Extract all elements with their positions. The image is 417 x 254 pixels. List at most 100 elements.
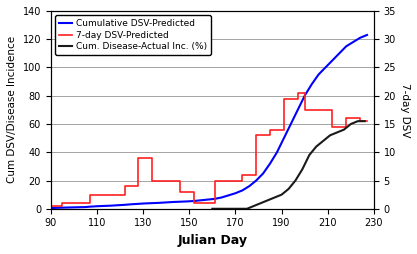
7-day DSV-Predicted	[136, 156, 141, 160]
Cumulative DSV-Predicted	[150, 202, 155, 205]
Cum. Disease-Actual Inc. (%)	[334, 131, 339, 134]
Cumulative DSV-Predicted	[48, 207, 53, 210]
Cumulative DSV-Predicted	[108, 204, 113, 207]
Cum. Disease-Actual Inc. (%)	[238, 207, 243, 210]
Cum. Disease-Actual Inc. (%)	[231, 207, 236, 210]
Cumulative DSV-Predicted	[281, 137, 286, 140]
Cum. Disease-Actual Inc. (%)	[279, 193, 284, 196]
7-day DSV-Predicted	[295, 91, 300, 94]
Cumulative DSV-Predicted	[191, 199, 196, 202]
Cumulative DSV-Predicted	[358, 36, 363, 39]
7-day DSV-Predicted	[344, 117, 349, 120]
7-day DSV-Predicted	[94, 193, 99, 196]
7-day DSV-Predicted	[83, 202, 88, 205]
Cum. Disease-Actual Inc. (%)	[286, 187, 291, 190]
7-day DSV-Predicted	[163, 179, 168, 182]
7-day DSV-Predicted	[330, 125, 335, 128]
Legend: Cumulative DSV-Predicted, 7-day DSV-Predicted, Cum. Disease-Actual Inc. (%): Cumulative DSV-Predicted, 7-day DSV-Pred…	[55, 15, 211, 55]
Cum. Disease-Actual Inc. (%)	[342, 128, 347, 131]
Cumulative DSV-Predicted	[261, 172, 266, 175]
7-day DSV-Predicted	[178, 190, 183, 193]
Cumulative DSV-Predicted	[254, 179, 259, 182]
Cumulative DSV-Predicted	[83, 205, 88, 209]
Cumulative DSV-Predicted	[274, 151, 279, 154]
7-day DSV-Predicted	[358, 120, 363, 123]
Cum. Disease-Actual Inc. (%)	[307, 154, 312, 157]
Cumulative DSV-Predicted	[88, 205, 93, 208]
7-day DSV-Predicted	[323, 108, 328, 112]
7-day DSV-Predicted	[261, 134, 266, 137]
Cum. Disease-Actual Inc. (%)	[244, 207, 249, 210]
Line: Cumulative DSV-Predicted: Cumulative DSV-Predicted	[51, 35, 367, 208]
Cumulative DSV-Predicted	[184, 200, 189, 203]
Cumulative DSV-Predicted	[163, 201, 168, 204]
Cumulative DSV-Predicted	[178, 200, 183, 203]
Cumulative DSV-Predicted	[157, 201, 162, 204]
Cumulative DSV-Predicted	[288, 122, 293, 125]
Line: 7-day DSV-Predicted: 7-day DSV-Predicted	[51, 93, 367, 206]
Cumulative DSV-Predicted	[233, 192, 238, 195]
Cumulative DSV-Predicted	[136, 202, 141, 205]
Cumulative DSV-Predicted	[205, 198, 210, 201]
7-day DSV-Predicted	[143, 156, 148, 160]
Cumulative DSV-Predicted	[219, 196, 224, 199]
Cumulative DSV-Predicted	[309, 83, 314, 86]
7-day DSV-Predicted	[316, 108, 321, 112]
7-day DSV-Predicted	[302, 108, 307, 112]
7-day DSV-Predicted	[288, 97, 293, 100]
7-day DSV-Predicted	[268, 128, 273, 131]
7-day DSV-Predicted	[274, 128, 279, 131]
7-day DSV-Predicted	[337, 125, 342, 128]
7-day DSV-Predicted	[101, 193, 106, 196]
7-day DSV-Predicted	[309, 108, 314, 112]
Cumulative DSV-Predicted	[143, 202, 148, 205]
7-day DSV-Predicted	[150, 179, 155, 182]
7-day DSV-Predicted	[219, 179, 224, 182]
7-day DSV-Predicted	[171, 179, 176, 182]
Cum. Disease-Actual Inc. (%)	[348, 122, 353, 125]
Cumulative DSV-Predicted	[268, 162, 273, 165]
7-day DSV-Predicted	[254, 134, 259, 137]
Cumulative DSV-Predicted	[351, 40, 356, 43]
Cumulative DSV-Predicted	[101, 204, 106, 208]
7-day DSV-Predicted	[122, 185, 127, 188]
Line: Cum. Disease-Actual Inc. (%): Cum. Disease-Actual Inc. (%)	[212, 121, 365, 209]
Cum. Disease-Actual Inc. (%)	[328, 134, 333, 137]
Cumulative DSV-Predicted	[71, 206, 76, 209]
7-day DSV-Predicted	[226, 179, 231, 182]
Cum. Disease-Actual Inc. (%)	[258, 202, 263, 205]
7-day DSV-Predicted	[115, 193, 120, 196]
Cumulative DSV-Predicted	[330, 59, 335, 62]
7-day DSV-Predicted	[48, 204, 53, 208]
Cum. Disease-Actual Inc. (%)	[251, 204, 256, 208]
Cumulative DSV-Predicted	[198, 199, 203, 202]
7-day DSV-Predicted	[364, 120, 369, 123]
Y-axis label: 7-day DSV: 7-day DSV	[400, 83, 410, 137]
Cum. Disease-Actual Inc. (%)	[293, 179, 298, 182]
7-day DSV-Predicted	[60, 202, 65, 205]
7-day DSV-Predicted	[205, 202, 210, 205]
Cum. Disease-Actual Inc. (%)	[272, 196, 277, 199]
Cumulative DSV-Predicted	[94, 205, 99, 208]
Cumulative DSV-Predicted	[226, 194, 231, 197]
Cum. Disease-Actual Inc. (%)	[321, 139, 326, 142]
7-day DSV-Predicted	[88, 193, 93, 196]
Cumulative DSV-Predicted	[337, 52, 342, 55]
Cum. Disease-Actual Inc. (%)	[300, 168, 305, 171]
Cum. Disease-Actual Inc. (%)	[362, 120, 367, 123]
X-axis label: Julian Day: Julian Day	[177, 234, 247, 247]
7-day DSV-Predicted	[240, 173, 245, 176]
7-day DSV-Predicted	[184, 190, 189, 193]
Cum. Disease-Actual Inc. (%)	[314, 145, 319, 148]
Cum. Disease-Actual Inc. (%)	[217, 207, 222, 210]
7-day DSV-Predicted	[351, 117, 356, 120]
Cumulative DSV-Predicted	[212, 197, 217, 200]
Cumulative DSV-Predicted	[115, 204, 120, 207]
7-day DSV-Predicted	[247, 173, 252, 176]
7-day DSV-Predicted	[233, 179, 238, 182]
Cumulative DSV-Predicted	[171, 200, 176, 203]
Cumulative DSV-Predicted	[295, 108, 300, 112]
Cum. Disease-Actual Inc. (%)	[265, 199, 270, 202]
7-day DSV-Predicted	[129, 185, 134, 188]
Cumulative DSV-Predicted	[60, 206, 65, 209]
